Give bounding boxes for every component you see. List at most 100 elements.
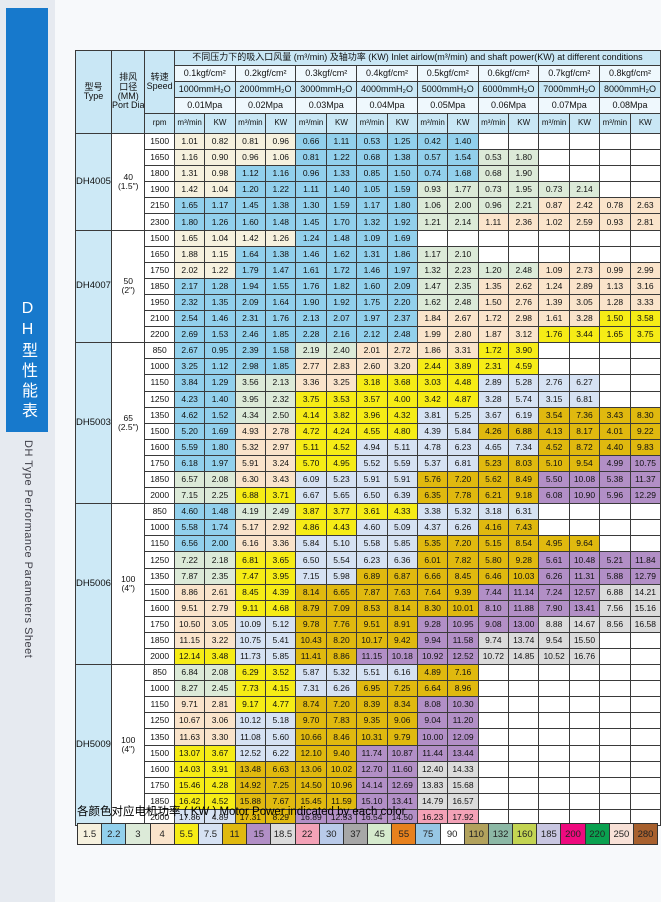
flow-cell: 6.95 (356, 680, 388, 698)
flow-cell: 7.64 (416, 583, 449, 601)
flow-cell: 3.61 (356, 503, 388, 521)
kw-cell: 7.43 (508, 519, 540, 537)
flow-cell: 1.24 (295, 229, 327, 247)
kw-cell: 7.82 (447, 551, 479, 569)
empty-cell (538, 760, 570, 778)
flow-cell: 0.42 (416, 132, 449, 151)
kw-cell: 1.40 (325, 181, 358, 199)
table-row: 2150 1.65 1.17 1.45 1.38 1.30 1.59 1.17 1.80 1.06… (76, 197, 661, 215)
header-pressure-kgf: 0.8kgf/cm² (599, 65, 661, 82)
flow-cell: 9.94 (416, 631, 449, 650)
kw-cell: 5.25 (447, 406, 479, 424)
flow-cell: 5.21 (599, 551, 631, 569)
flow-cell: 1.16 (173, 149, 206, 167)
kw-cell: 5.41 (265, 631, 297, 650)
kw-cell: 2.59 (568, 213, 601, 231)
empty-cell (568, 503, 601, 521)
legend-item: 280 (633, 823, 659, 845)
speed-cell: 1500 (144, 229, 175, 247)
kw-cell: 1.70 (325, 213, 358, 231)
flow-cell: 1.46 (356, 261, 388, 279)
flow-cell: 1.30 (295, 197, 327, 215)
flow-cell: 1.09 (538, 261, 570, 279)
empty-cell (568, 165, 601, 183)
empty-cell (568, 245, 601, 263)
legend-item: 18.5 (271, 823, 296, 845)
empty-cell (538, 149, 570, 167)
legend-item: 55 (392, 823, 417, 845)
flow-cell: 3.75 (295, 390, 327, 408)
flow-cell: 5.50 (538, 470, 570, 489)
table-row: 1650 1.88 1.15 1.64 1.38 1.46 1.62 1.31 1.86 1.17… (76, 245, 661, 263)
kw-cell: 7.16 (447, 664, 479, 682)
header-kw-unit: KW (447, 113, 479, 134)
flow-cell: 8.53 (356, 599, 388, 617)
table-row: 1150 3.84 1.29 3.56 2.13 3.36 3.25 3.18 3.68 3.03… (76, 374, 661, 392)
kw-cell: 1.40 (204, 390, 236, 408)
kw-cell: 16.58 (629, 615, 661, 633)
speed-cell: 2300 (144, 213, 175, 231)
flow-cell: 3.36 (295, 374, 327, 392)
flow-cell: 9.78 (295, 615, 327, 633)
kw-cell: 1.47 (265, 261, 297, 279)
header-pressure-mpa: 0.05Mpa (416, 97, 479, 114)
empty-cell (477, 792, 510, 810)
speed-cell: 1350 (144, 567, 175, 585)
flow-cell: 0.66 (295, 132, 327, 151)
speed-cell: 1800 (144, 165, 175, 183)
empty-cell (538, 503, 570, 521)
table-row: 1350 4.62 1.52 4.34 2.50 4.14 3.82 3.96 4.32 3.81… (76, 406, 661, 424)
flow-cell: 10.43 (295, 631, 327, 650)
empty-cell (599, 631, 631, 650)
legend-item: 4 (150, 823, 175, 845)
flow-cell: 3.84 (173, 374, 206, 392)
flow-cell: 6.50 (356, 487, 388, 505)
flow-cell: 3.67 (477, 406, 510, 424)
flow-cell: 4.39 (416, 422, 449, 440)
legend-title: 各颜色对应电机功率 ( KW ) Motor Power indicated b… (77, 806, 406, 818)
flow-cell: 5.23 (477, 454, 510, 472)
kw-cell: 8.46 (325, 728, 358, 746)
empty-cell (568, 776, 601, 794)
flow-cell: 4.37 (416, 519, 449, 537)
flow-cell: 0.73 (538, 181, 570, 199)
kw-cell: 9.22 (629, 422, 661, 440)
kw-cell: 3.90 (508, 342, 540, 360)
kw-cell: 13.74 (508, 631, 540, 650)
flow-cell: 4.89 (416, 664, 449, 682)
kw-cell: 2.13 (265, 374, 297, 392)
table-row: 1650 1.16 0.90 0.96 1.06 0.81 1.22 0.68 1.38 0.57… (76, 149, 661, 167)
kw-cell: 3.30 (204, 728, 236, 746)
flow-cell: 9.51 (356, 615, 388, 633)
flow-cell: 10.52 (538, 647, 570, 666)
kw-cell: 14.33 (447, 760, 479, 778)
flow-cell: 15.45 (295, 792, 327, 810)
flow-cell: 5.58 (356, 535, 388, 553)
flow-cell: 2.44 (416, 358, 449, 376)
flow-cell: 13.83 (416, 776, 449, 794)
flow-cell: 1.65 (173, 197, 206, 215)
speed-cell: 1150 (144, 696, 175, 714)
flow-cell: 9.28 (416, 615, 449, 633)
speed-cell: 1150 (144, 535, 175, 553)
empty-cell (477, 245, 510, 263)
empty-cell (538, 728, 570, 746)
kw-cell: 3.95 (265, 567, 297, 585)
flow-cell: 1.42 (234, 229, 267, 247)
flow-cell: 16.42 (173, 792, 206, 810)
flow-cell: 6.64 (416, 680, 449, 698)
kw-cell: 1.50 (386, 165, 418, 183)
flow-cell: 1.72 (477, 310, 510, 328)
flow-cell: 2.54 (173, 310, 206, 328)
header-kw-unit: KW (265, 113, 297, 134)
empty-cell (599, 696, 631, 714)
kw-cell: 15.68 (447, 776, 479, 794)
kw-cell: 2.73 (568, 261, 601, 279)
kw-cell: 2.23 (447, 261, 479, 279)
speed-cell: 1250 (144, 551, 175, 569)
kw-cell: 0.90 (204, 149, 236, 167)
flow-cell: 2.39 (234, 342, 267, 360)
header-pressure-kgf: 0.6kgf/cm² (477, 65, 540, 82)
speed-cell: 1900 (144, 181, 175, 199)
flow-cell: 0.93 (599, 213, 631, 231)
